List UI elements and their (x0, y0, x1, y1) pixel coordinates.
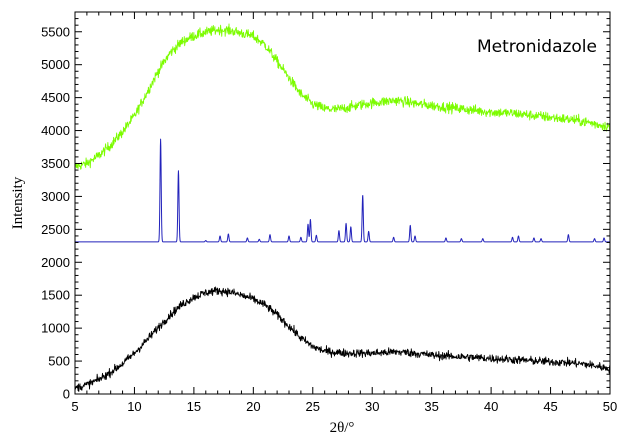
ticks-layer: 5 10 15 20 25 30 35 40 45 50050010001500200025003… (41, 11, 617, 414)
x-tick-label: 20 (246, 399, 260, 414)
y-axis-label: Intensity (10, 176, 26, 229)
x-tick-label: 45 (543, 399, 557, 414)
y-tick-label: 3000 (41, 189, 70, 204)
y-tick-label: 3500 (41, 156, 70, 171)
series-layer (74, 23, 611, 392)
annotation-label: Metronidazole (477, 37, 597, 57)
series-line-1 (74, 23, 611, 170)
x-tick-label: 25 (306, 399, 320, 414)
y-tick-label: 500 (48, 354, 70, 369)
y-tick-label: 5000 (41, 57, 70, 72)
x-tick-label: 50 (603, 399, 617, 414)
y-tick-label: 1000 (41, 321, 70, 336)
x-tick-label: 15 (187, 399, 201, 414)
y-tick-label: 5500 (41, 24, 70, 39)
x-tick-label: 35 (424, 399, 438, 414)
y-tick-label: 1500 (41, 288, 70, 303)
x-tick-label: 40 (484, 399, 498, 414)
y-tick-label: 2000 (41, 255, 70, 270)
x-tick-label: 10 (127, 399, 141, 414)
x-tick-label: 5 (71, 399, 78, 414)
y-tick-label: 4500 (41, 90, 70, 105)
x-tick-label: 30 (365, 399, 379, 414)
y-tick-label: 2500 (41, 222, 70, 237)
series-line-2 (74, 138, 611, 243)
y-tick-label: 0 (63, 387, 70, 402)
y-tick-label: 4000 (41, 123, 70, 138)
series-line-3 (74, 286, 611, 392)
plot-frame (74, 11, 611, 395)
x-axis-label: 2θ/° (330, 420, 355, 436)
